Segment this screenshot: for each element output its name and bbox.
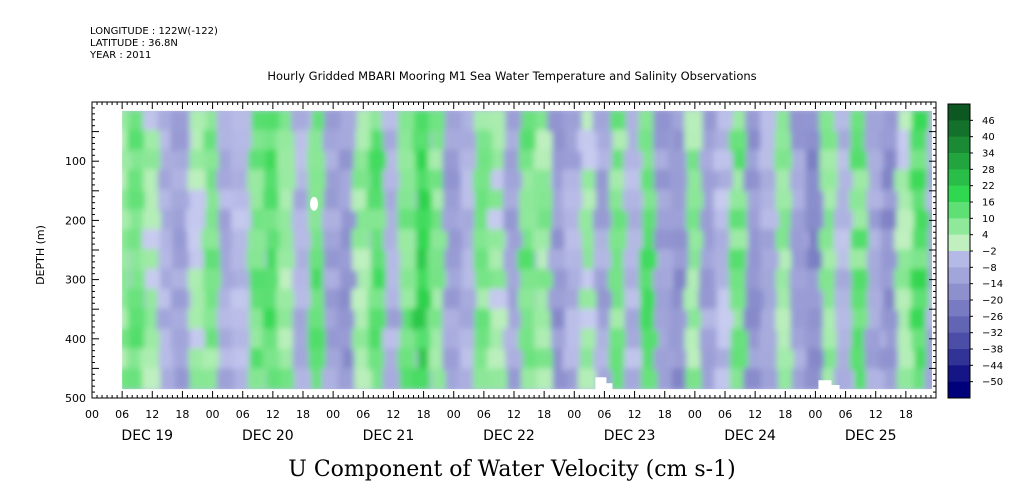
x-tick-label: 06 (236, 408, 250, 421)
y-axis: 100 200 300 400 500 (65, 101, 936, 405)
x-tick-label: 00 (567, 408, 581, 421)
colorbar-label: 28 (982, 165, 995, 176)
colorbar-label: −38 (982, 345, 1003, 356)
colorbar-label: 4 (982, 230, 988, 241)
colorbar-label: −26 (982, 312, 1003, 323)
colorbar-swatch (948, 251, 970, 268)
y-tick-label: 100 (65, 155, 86, 168)
y-axis-label: DEPTH (m) (34, 225, 47, 285)
y-tick-label: 400 (65, 333, 86, 346)
colorbar-swatch (948, 349, 970, 366)
heatmap-layer (122, 110, 932, 390)
colorbar-label: −20 (982, 296, 1003, 307)
x-tick-label: 06 (477, 408, 491, 421)
x-day-label: DEC 21 (363, 428, 415, 444)
missing-data-gap (310, 196, 319, 211)
x-tick-label: 00 (326, 408, 340, 421)
x-tick-label: 00 (447, 408, 461, 421)
colorbar-swatch (948, 381, 970, 399)
x-day-label: DEC 20 (242, 428, 294, 444)
colorbar-label: −8 (982, 263, 997, 274)
x-tick-label: 06 (718, 408, 732, 421)
x-tick-label: 00 (85, 408, 99, 421)
latitude-label: LATITUDE : 36.8N (90, 38, 178, 49)
x-tick-label: 18 (296, 408, 310, 421)
colorbar-swatch (948, 136, 970, 154)
colorbar-swatch (948, 300, 970, 317)
colorbar-swatch (948, 120, 970, 138)
plot-area: 00 06 12 18 00 06 12 18 00 06 12 18 00 06 12 18 00 06 12 18… (65, 101, 937, 444)
x-axis: 00 06 12 18 00 06 12 18 00 06 12 18 00 06 12 18 00 06 12 18… (85, 102, 937, 444)
chart-title: Hourly Gridded MBARI Mooring M1 Sea Wate… (267, 69, 756, 83)
x-axis-label: U Component of Water Velocity (cm s-1) (288, 457, 735, 482)
colorbar-label: −50 (982, 377, 1003, 388)
colorbar-label: 22 (982, 181, 995, 192)
colorbar-label: −2 (982, 247, 997, 258)
x-tick-label: 18 (778, 408, 792, 421)
x-day-label: DEC 23 (604, 428, 656, 444)
colorbar-swatch (948, 169, 970, 187)
x-tick-label: 00 (688, 408, 702, 421)
colorbar-swatch (948, 218, 970, 236)
colorbar-swatch (948, 104, 970, 121)
x-tick-label: 00 (808, 408, 822, 421)
colorbar-swatch (948, 267, 970, 285)
y-tick-label: 300 (65, 274, 86, 287)
colorbar-swatch (948, 316, 970, 334)
missing-data-gap (831, 384, 840, 391)
x-tick-label: 12 (386, 408, 400, 421)
x-tick-label: 12 (145, 408, 159, 421)
colorbar-swatch (948, 202, 970, 219)
x-tick-label: 18 (658, 408, 672, 421)
x-tick-label: 12 (507, 408, 521, 421)
heatmap-gaps (310, 196, 840, 391)
x-tick-label: 18 (417, 408, 431, 421)
colorbar-label: 40 (982, 132, 995, 143)
y-tick-label: 200 (65, 214, 86, 227)
colorbar-swatch (948, 283, 970, 301)
colorbar-swatch (948, 185, 970, 203)
x-tick-label: 12 (266, 408, 280, 421)
colorbar-label: 46 (982, 116, 995, 127)
x-day-label: DEC 22 (483, 428, 535, 444)
missing-data-gap (606, 383, 613, 391)
x-tick-label: 18 (537, 408, 551, 421)
x-day-label: DEC 25 (845, 428, 897, 444)
colorbar-label: 10 (982, 214, 995, 225)
colorbar-label: −14 (982, 279, 1003, 290)
x-tick-label: 12 (869, 408, 883, 421)
colorbar-swatch (948, 365, 970, 383)
x-tick-label: 12 (748, 408, 762, 421)
longitude-label: LONGITUDE : 122W(-122) (90, 26, 218, 37)
missing-data-gap (595, 377, 607, 391)
colorbar-swatch (948, 153, 970, 170)
colorbar-swatch (948, 332, 970, 350)
y-tick-label: 500 (65, 392, 86, 405)
colorbar-label: 16 (982, 198, 995, 209)
colorbar-label: −32 (982, 328, 1003, 339)
x-tick-label: 06 (597, 408, 611, 421)
x-tick-label: 06 (356, 408, 370, 421)
colorbar-label: −44 (982, 361, 1003, 372)
x-tick-label: 06 (839, 408, 853, 421)
x-tick-label: 12 (628, 408, 642, 421)
colorbar-swatch (948, 234, 970, 252)
x-tick-label: 00 (206, 408, 220, 421)
missing-data-gap (818, 380, 832, 391)
year-label: YEAR : 2011 (89, 50, 151, 61)
colorbar-label: 34 (982, 149, 995, 160)
x-tick-label: 18 (175, 408, 189, 421)
x-day-label: DEC 24 (724, 428, 776, 444)
x-tick-label: 06 (115, 408, 129, 421)
colorbar: 46 40 34 28 22 16 10 4 −2 −8 −14 −20 −26 −32 −38 −44 −50 (947, 103, 1003, 399)
x-tick-label: 18 (899, 408, 913, 421)
x-day-label: DEC 19 (121, 428, 173, 444)
